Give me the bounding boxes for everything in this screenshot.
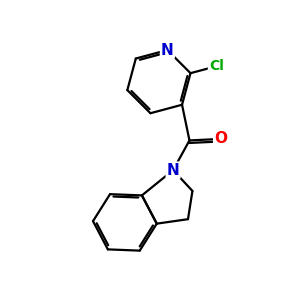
Text: O: O <box>214 131 227 146</box>
Text: N: N <box>161 43 174 58</box>
Text: Cl: Cl <box>209 59 224 73</box>
Text: N: N <box>167 163 179 178</box>
